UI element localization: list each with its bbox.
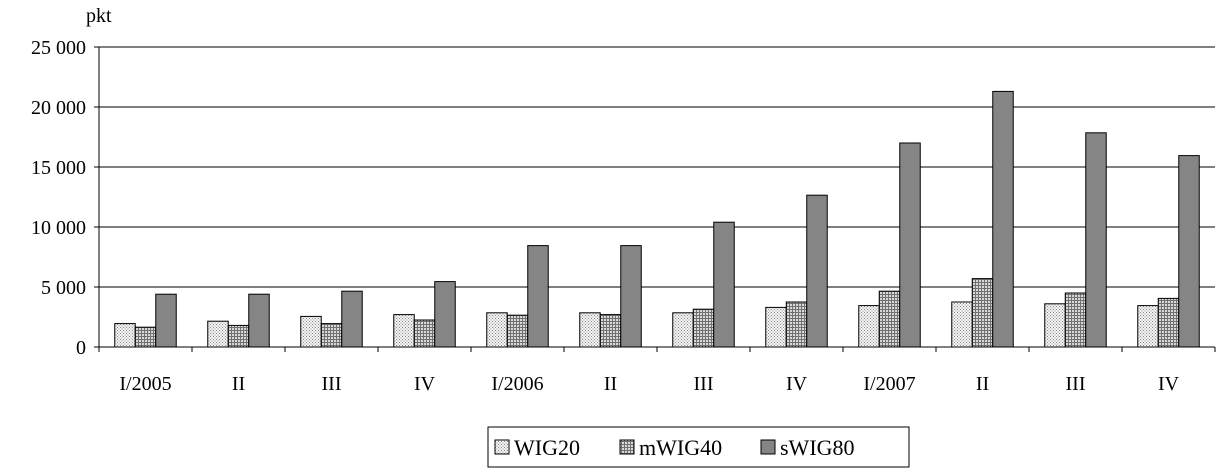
- bar-swig80: [620, 245, 642, 348]
- bar-mwig40: [320, 323, 343, 348]
- bar-mwig40: [506, 314, 529, 348]
- legend-box: [487, 426, 910, 468]
- legend-swatch-mwig40: [619, 439, 635, 455]
- bar-wig20: [579, 312, 601, 348]
- bar-wig20: [1137, 305, 1159, 348]
- x-tick-label: II: [976, 373, 989, 395]
- x-tick-label: III: [1066, 373, 1086, 395]
- x-tick-label: I/2005: [119, 373, 171, 395]
- bar-mwig40: [878, 290, 901, 348]
- legend: WIG20 mWIG40 sWIG80: [487, 426, 910, 468]
- x-tick-label: III: [694, 373, 714, 395]
- bar-wig20: [486, 312, 508, 348]
- bar-swig80: [248, 293, 270, 348]
- bar-mwig40: [1157, 297, 1180, 348]
- bar-mwig40: [134, 326, 157, 348]
- bar-wig20: [114, 323, 136, 348]
- y-tick-label: 15 000: [31, 157, 86, 179]
- bar-wig20: [951, 301, 973, 348]
- bar-swig80: [806, 194, 828, 348]
- y-tick-label: 25 000: [31, 37, 86, 59]
- bar-wig20: [300, 315, 322, 348]
- y-tick-label: 0: [76, 337, 86, 359]
- bar-swig80: [434, 281, 456, 348]
- bar-swig80: [155, 293, 177, 348]
- bar-swig80: [1178, 155, 1200, 348]
- bar-mwig40: [785, 301, 808, 348]
- bar-wig20: [207, 320, 229, 348]
- bar-wig20: [672, 312, 694, 348]
- bar-mwig40: [971, 278, 994, 348]
- bar-mwig40: [227, 324, 250, 348]
- y-tick-label: 10 000: [31, 217, 86, 239]
- bar-swig80: [527, 245, 549, 348]
- y-tick-label: 5 000: [41, 277, 86, 299]
- x-tick-label: I/2007: [863, 373, 915, 395]
- bar-swig80: [899, 142, 921, 348]
- y-tick-label: 20 000: [31, 97, 86, 119]
- x-tick-label: III: [322, 373, 342, 395]
- bar-swig80: [1085, 132, 1107, 348]
- y-axis-label: pkt: [86, 5, 112, 27]
- bar-mwig40: [413, 319, 436, 348]
- x-tick-label: II: [232, 373, 245, 395]
- x-tick-label: II: [604, 373, 617, 395]
- bar-swig80: [713, 221, 735, 348]
- legend-swatch-wig20: [494, 439, 510, 455]
- bar-wig20: [1044, 303, 1066, 348]
- legend-label-mwig40: mWIG40: [639, 435, 722, 460]
- bar-wig20: [858, 305, 880, 348]
- x-tick-label: IV: [1158, 373, 1180, 395]
- x-tick-label: IV: [786, 373, 808, 395]
- legend-swatch-swig80: [760, 439, 776, 455]
- bar-wig20: [765, 306, 787, 348]
- legend-label-wig20: WIG20: [514, 435, 580, 460]
- gridlines: [99, 46, 1215, 288]
- x-tick-label: I/2006: [491, 373, 543, 395]
- bar-mwig40: [1064, 292, 1087, 348]
- bar-mwig40: [599, 314, 622, 348]
- legend-label-swig80: sWIG80: [780, 435, 855, 460]
- bar-swig80: [992, 90, 1014, 348]
- y-axis-ticks: 0 5 000 10 000 15 000 20 000 25 000: [31, 37, 99, 359]
- bars: [114, 90, 1200, 348]
- bar-mwig40: [692, 308, 715, 348]
- x-tick-label: IV: [414, 373, 436, 395]
- bar-wig20: [393, 314, 415, 348]
- bar-swig80: [341, 290, 363, 348]
- x-axis-ticks: I/2005 II III IV I/2006 II III IV I/2007 II III IV: [98, 347, 1216, 395]
